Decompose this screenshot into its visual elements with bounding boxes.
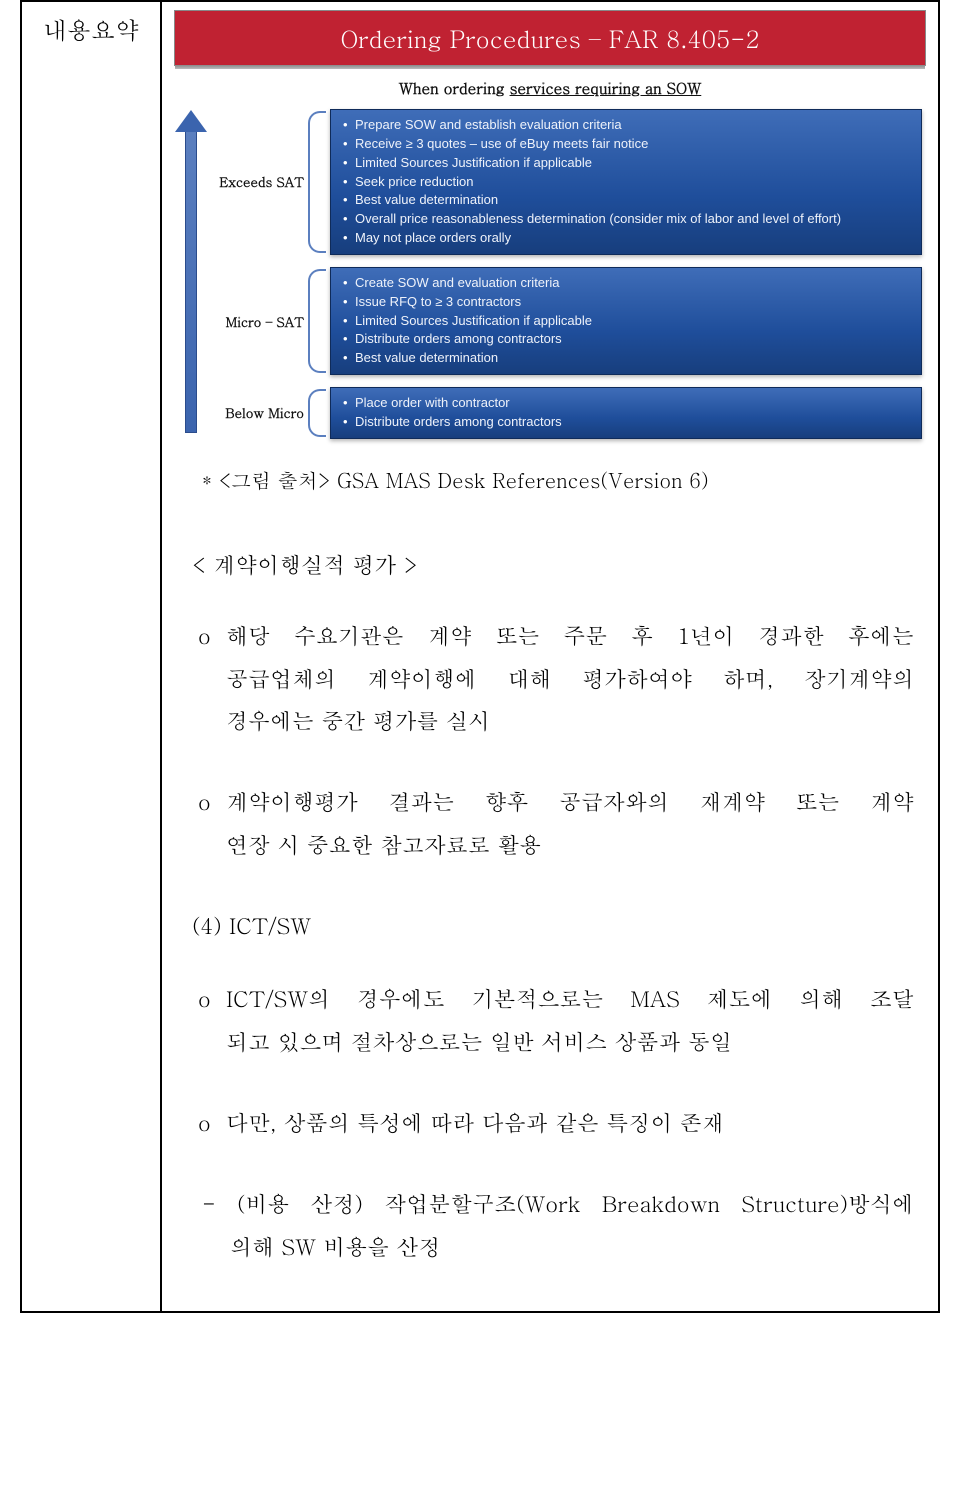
tier-item: Distribute orders among contractors xyxy=(341,413,911,432)
tier-item: Distribute orders among contractors xyxy=(341,330,911,349)
ordering-procedures-diagram: Ordering Procedures – FAR 8.405-2 When o… xyxy=(162,2,938,457)
body-text: < 계약이행실적 평가 > o해당 수요기관은 계약 또는 주문 후 1년이 경… xyxy=(162,494,938,1311)
tier-item: Place order with contractor xyxy=(341,394,911,413)
tier: Micro – SATCreate SOW and evaluation cri… xyxy=(208,267,922,375)
tier-label: Below Micro xyxy=(208,387,308,439)
brace-icon xyxy=(308,387,330,439)
bullet-mark: o xyxy=(198,978,226,1021)
diagram-subtitle: When ordering services requiring an SOW xyxy=(174,78,926,99)
tier-item: Limited Sources Justification if applica… xyxy=(341,154,911,173)
tier-item: Seek price reduction xyxy=(341,173,911,192)
tier-item: Best value determination xyxy=(341,349,911,368)
tier-box: Place order with contractorDistribute or… xyxy=(330,387,922,439)
bullet-mark: o xyxy=(198,781,226,824)
tier-item: Prepare SOW and establish evaluation cri… xyxy=(341,116,911,135)
section-heading: < 계약이행실적 평가 > xyxy=(192,544,914,587)
paragraph-4: o다만, 상품의 특성에 따라 다음과 같은 특징이 존재 xyxy=(198,1102,914,1145)
bullet-mark: o xyxy=(198,615,226,658)
subtitle-prefix: When ordering xyxy=(399,78,510,99)
tier-label: Micro – SAT xyxy=(208,267,308,375)
section-4-heading: (4) ICT/SW xyxy=(192,905,914,948)
diagram-title-banner: Ordering Procedures – FAR 8.405-2 xyxy=(174,10,926,66)
document-table: 내용요약 Ordering Procedures – FAR 8.405-2 W… xyxy=(20,0,940,1313)
row-label: 내용요약 xyxy=(21,1,161,1312)
bullet-mark: o xyxy=(198,1102,226,1145)
tier-box: Prepare SOW and establish evaluation cri… xyxy=(330,109,922,255)
paragraph-5: - (비용 산정) 작업분할구조(Work Breakdown Structur… xyxy=(202,1183,914,1269)
tier-item: Receive ≥ 3 quotes – use of eBuy meets f… xyxy=(341,135,911,154)
content-cell: Ordering Procedures – FAR 8.405-2 When o… xyxy=(161,1,939,1312)
paragraph-3: oICT/SW의 경우에도 기본적으로는 MAS 제도에 의해 조달 되고 있으… xyxy=(198,978,914,1064)
tier: Exceeds SAT Prepare SOW and establish eva… xyxy=(208,109,922,255)
subtitle-underline: services requiring an SOW xyxy=(510,78,702,99)
paragraph-2: o계약이행평가 결과는 향후 공급자와의 재계약 또는 계약 연장 시 중요한 … xyxy=(198,781,914,867)
tier-label: Exceeds SAT xyxy=(208,109,308,255)
tier-item: Overall price reasonableness determinati… xyxy=(341,210,911,229)
paragraph-1: o해당 수요기관은 계약 또는 주문 후 1년이 경과한 후에는 공급업체의 계… xyxy=(198,615,914,744)
brace-icon xyxy=(308,109,330,255)
tier-item: Create SOW and evaluation criteria xyxy=(341,274,911,293)
tier-item: Best value determination xyxy=(341,191,911,210)
tier-box: Create SOW and evaluation criteriaIssue … xyxy=(330,267,922,375)
tier: Below Micro Place order with contractorDi… xyxy=(208,387,922,439)
brace-icon xyxy=(308,267,330,375)
figure-caption: * <그림 출처> GSA MAS Desk References(Versio… xyxy=(162,457,938,494)
tier-list: Exceeds SAT Prepare SOW and establish eva… xyxy=(208,109,926,439)
tier-item: May not place orders orally xyxy=(341,229,911,248)
tier-item: Issue RFQ to ≥ 3 contractors xyxy=(341,293,911,312)
vertical-arrow-icon xyxy=(174,109,208,439)
tier-item: Limited Sources Justification if applica… xyxy=(341,312,911,331)
